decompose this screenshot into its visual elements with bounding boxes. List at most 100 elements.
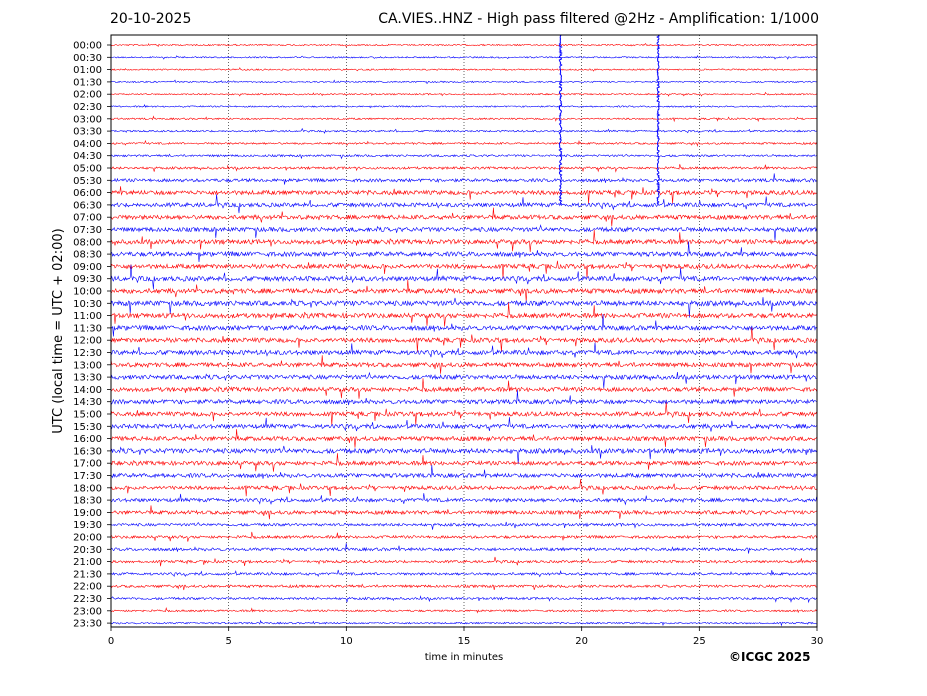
trace-2100 <box>110 556 817 567</box>
row-label: 03:00 <box>73 114 102 125</box>
trace-1500 <box>110 402 817 426</box>
row-label: 15:30 <box>73 422 102 433</box>
trace-2000 <box>110 531 817 542</box>
row-label: 17:30 <box>73 471 102 482</box>
row-label: 22:30 <box>73 594 102 605</box>
trace-2130 <box>110 569 817 578</box>
trace-0400 <box>110 139 817 147</box>
row-label: 11:00 <box>73 311 102 322</box>
trace-1830 <box>110 493 817 506</box>
x-tick-label: 15 <box>458 636 471 647</box>
trace-1800 <box>110 479 817 497</box>
row-label: 02:00 <box>73 90 102 101</box>
trace-1000 <box>110 279 817 302</box>
trace-1100 <box>110 302 817 327</box>
row-label: 13:30 <box>73 373 102 384</box>
row-label: 23:30 <box>73 619 102 630</box>
trace-0930 <box>110 264 817 290</box>
trace-1600 <box>110 429 817 448</box>
trace-1330 <box>110 371 817 389</box>
trace-1200 <box>110 327 817 353</box>
chart-title: CA.VIES..HNZ - High pass filtered @2Hz -… <box>378 11 819 27</box>
row-label: 08:30 <box>73 250 102 261</box>
row-label: 03:30 <box>73 127 102 138</box>
trace-0330 <box>110 127 817 134</box>
trace-0500 <box>110 164 817 173</box>
row-label: 22:00 <box>73 582 102 593</box>
trace-1230 <box>110 342 817 359</box>
row-label: 05:00 <box>73 164 102 175</box>
row-label: 00:30 <box>73 53 102 64</box>
x-tick-label: 10 <box>340 636 353 647</box>
row-label: 02:30 <box>73 102 102 113</box>
trace-0630 <box>110 194 817 214</box>
row-label: 13:00 <box>73 360 102 371</box>
trace-2030 <box>110 543 817 554</box>
trace-0730 <box>110 224 817 241</box>
row-label: 12:30 <box>73 348 102 359</box>
seismic-spike <box>655 34 661 205</box>
x-tick-label: 25 <box>693 636 706 647</box>
row-label: 20:00 <box>73 533 102 544</box>
trace-0800 <box>110 229 817 252</box>
row-label: 06:30 <box>73 200 102 211</box>
row-label: 16:00 <box>73 434 102 445</box>
trace-1730 <box>110 464 817 479</box>
trace-1130 <box>110 314 817 337</box>
trace-1700 <box>110 453 817 472</box>
trace-0300 <box>110 115 817 123</box>
trace-0430 <box>110 153 817 160</box>
trace-2230 <box>110 595 817 604</box>
copyright-credit: ©ICGC 2025 <box>729 650 811 664</box>
trace-1630 <box>110 445 817 465</box>
seismic-spike <box>558 34 563 205</box>
row-label: 07:00 <box>73 213 102 224</box>
x-tick-label: 5 <box>225 636 231 647</box>
trace-0830 <box>110 241 817 263</box>
trace-1530 <box>110 417 817 432</box>
row-label: 06:00 <box>73 188 102 199</box>
trace-1930 <box>110 521 817 530</box>
row-label: 14:00 <box>73 385 102 396</box>
trace-1030 <box>110 297 817 318</box>
trace-1430 <box>110 390 817 406</box>
row-label: 14:30 <box>73 397 102 408</box>
trace-1400 <box>110 378 817 399</box>
row-label: 17:00 <box>73 459 102 470</box>
y-axis-label: UTC (local time = UTC + 02:00) <box>51 228 66 433</box>
trace-1900 <box>110 505 817 520</box>
row-label: 10:00 <box>73 287 102 298</box>
trace-2330 <box>110 619 817 627</box>
row-label: 00:00 <box>73 41 102 52</box>
trace-0900 <box>110 260 817 279</box>
row-label: 04:30 <box>73 151 102 162</box>
trace-0530 <box>110 173 817 185</box>
row-label: 19:30 <box>73 520 102 531</box>
row-label: 16:30 <box>73 446 102 457</box>
trace-0130 <box>110 79 817 85</box>
trace-0700 <box>110 207 817 227</box>
row-label: 19:00 <box>73 508 102 519</box>
x-tick-label: 30 <box>811 636 824 647</box>
chart-date: 20-10-2025 <box>110 11 192 27</box>
trace-0600 <box>110 186 817 204</box>
plot-frame <box>110 34 818 628</box>
row-label: 21:00 <box>73 557 102 568</box>
row-label: 05:30 <box>73 176 102 187</box>
row-label: 12:00 <box>73 336 102 347</box>
x-tick-label: 0 <box>108 636 114 647</box>
trace-0230 <box>110 103 817 109</box>
trace-0100 <box>110 67 817 72</box>
row-label: 04:00 <box>73 139 102 150</box>
x-tick-label: 20 <box>575 636 588 647</box>
row-label: 07:30 <box>73 225 102 236</box>
row-label: 09:00 <box>73 262 102 273</box>
trace-2300 <box>110 607 817 614</box>
trace-0000 <box>110 43 817 48</box>
trace-1300 <box>110 355 817 374</box>
row-label: 11:30 <box>73 323 102 334</box>
row-label: 09:30 <box>73 274 102 285</box>
row-label: 23:00 <box>73 606 102 617</box>
row-label: 21:30 <box>73 569 102 580</box>
